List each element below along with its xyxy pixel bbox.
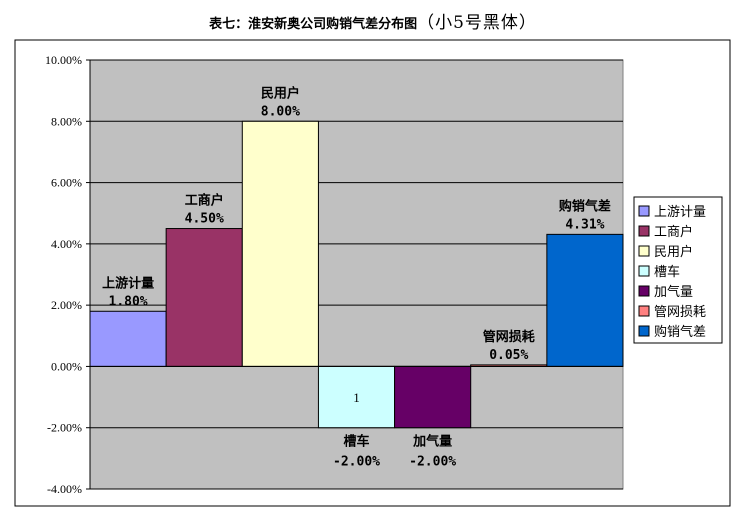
y-tick-label: 8.00% [51,114,82,128]
legend-swatch [638,245,650,257]
legend-entry: 管网损耗 [654,305,706,320]
legend-swatch [638,205,650,217]
legend-entry: 加气量 [654,284,693,300]
y-tick-label: 0.00% [51,359,82,373]
bar-3 [241,120,319,367]
y-tick-label: -4.00% [47,482,82,496]
data-label-value: 1.80% [109,294,148,309]
legend-entry: 上游计量 [654,205,706,220]
legend-swatch [638,325,650,337]
data-label-value: 4.31% [565,217,604,232]
bar-5 [394,365,472,429]
plot-area: 10.00% 8.00% 6.00% 4.00% 2.00% 0.00% -2.00% -4.… [45,53,624,496]
data-label-name: 槽车 [343,434,369,450]
y-tick-label: 2.00% [51,298,82,312]
legend-entry: 槽车 [654,264,680,280]
bar-1 [89,310,167,367]
y-tick-label: 4.00% [51,237,82,251]
y-tick-label: 6.00% [51,176,82,190]
y-tick-label: -2.00% [47,421,82,435]
data-label-name: 上游计量 [102,275,154,291]
data-label-value: 4.50% [185,212,224,227]
bar-2 [165,228,243,367]
data-label-name: 工商户 [185,193,224,209]
bar-4 [317,365,396,429]
chart-title-note: （小5号黑体） [417,13,537,33]
legend-swatch [638,285,650,297]
legend-swatch [638,265,650,277]
data-label-name: 民用户 [261,85,300,101]
legend-entry: 工商户 [654,224,693,240]
y-tick-label: 10.00% [45,53,82,67]
bar-7 [546,233,624,367]
data-label-name: 加气量 [412,434,452,450]
data-label-value: 8.00% [261,104,300,119]
data-label-value: -2.00% [333,455,380,470]
chart-title: 表七：淮安新奥公司购销气差分布图（小5号黑体） [0,8,746,33]
data-label-name: 购销气差 [559,198,611,214]
chart-title-main: 表七：淮安新奥公司购销气差分布图 [209,17,418,32]
bar-inner-label: 1 [353,390,360,405]
data-label-value: 0.05% [489,348,528,363]
legend-entry: 民用户 [654,244,693,260]
data-label-value: -2.00% [409,455,456,470]
legend-swatch [638,225,650,237]
legend-swatch [638,305,650,317]
data-label-name: 管网损耗 [483,329,535,345]
legend-entry: 购销气差 [654,324,706,340]
